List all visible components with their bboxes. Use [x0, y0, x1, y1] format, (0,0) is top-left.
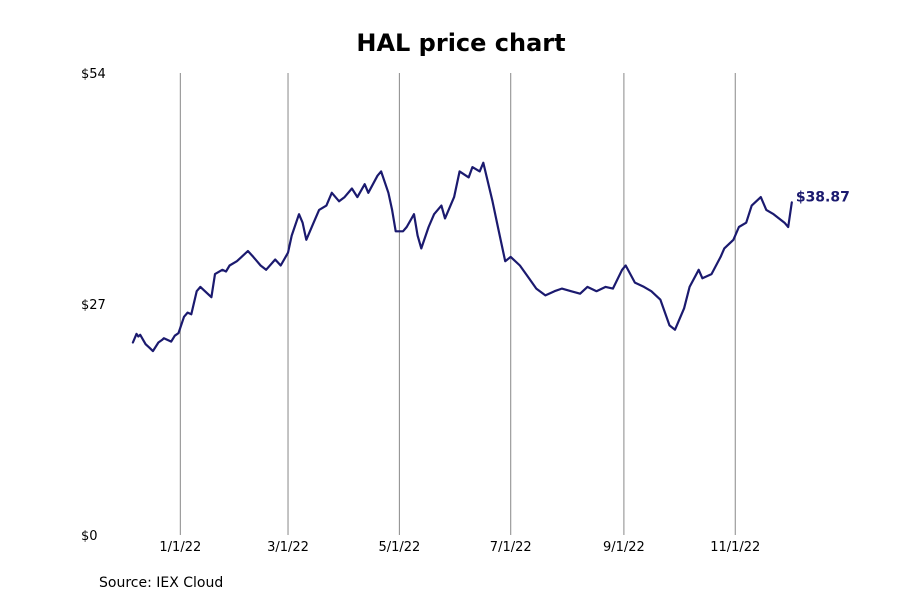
x-tick-label: 5/1/22 [378, 540, 420, 555]
x-axis-ticks: 1/1/22 3/1/22 5/1/22 7/1/22 9/1/22 11/1/22 [159, 540, 760, 555]
y-axis-ticks: $54 $27 $0 [81, 67, 106, 544]
price-line [131, 161, 793, 353]
y-tick-label: $27 [81, 298, 106, 313]
x-tick-label: 7/1/22 [490, 540, 532, 555]
source-note: Source: IEX Cloud [99, 575, 223, 591]
x-tick-label: 9/1/22 [603, 540, 645, 555]
gridlines [179, 73, 736, 535]
chart-title: HAL price chart [356, 29, 565, 57]
x-tick-label: 3/1/22 [267, 540, 309, 555]
y-tick-label: $0 [81, 529, 98, 544]
y-tick-label: $54 [81, 67, 106, 82]
x-tick-label: 1/1/22 [159, 540, 201, 555]
last-price-label: $38.87 [796, 189, 850, 205]
x-tick-label: 11/1/22 [710, 540, 760, 555]
